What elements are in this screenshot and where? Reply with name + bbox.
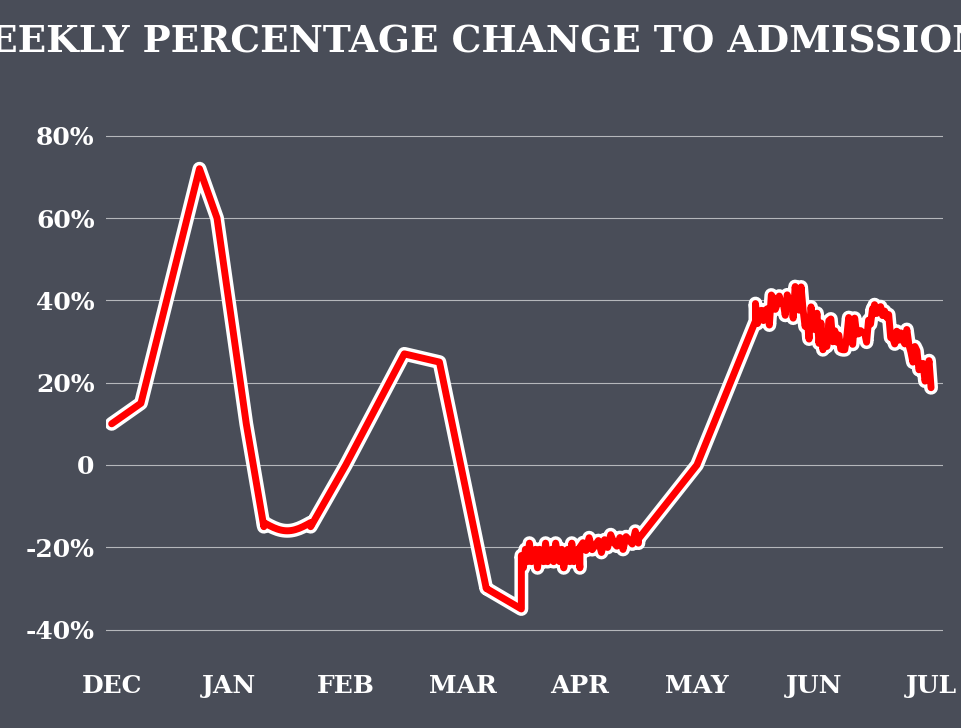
Text: WEEKLY PERCENTAGE CHANGE TO ADMISSIONS: WEEKLY PERCENTAGE CHANGE TO ADMISSIONS	[0, 23, 961, 60]
